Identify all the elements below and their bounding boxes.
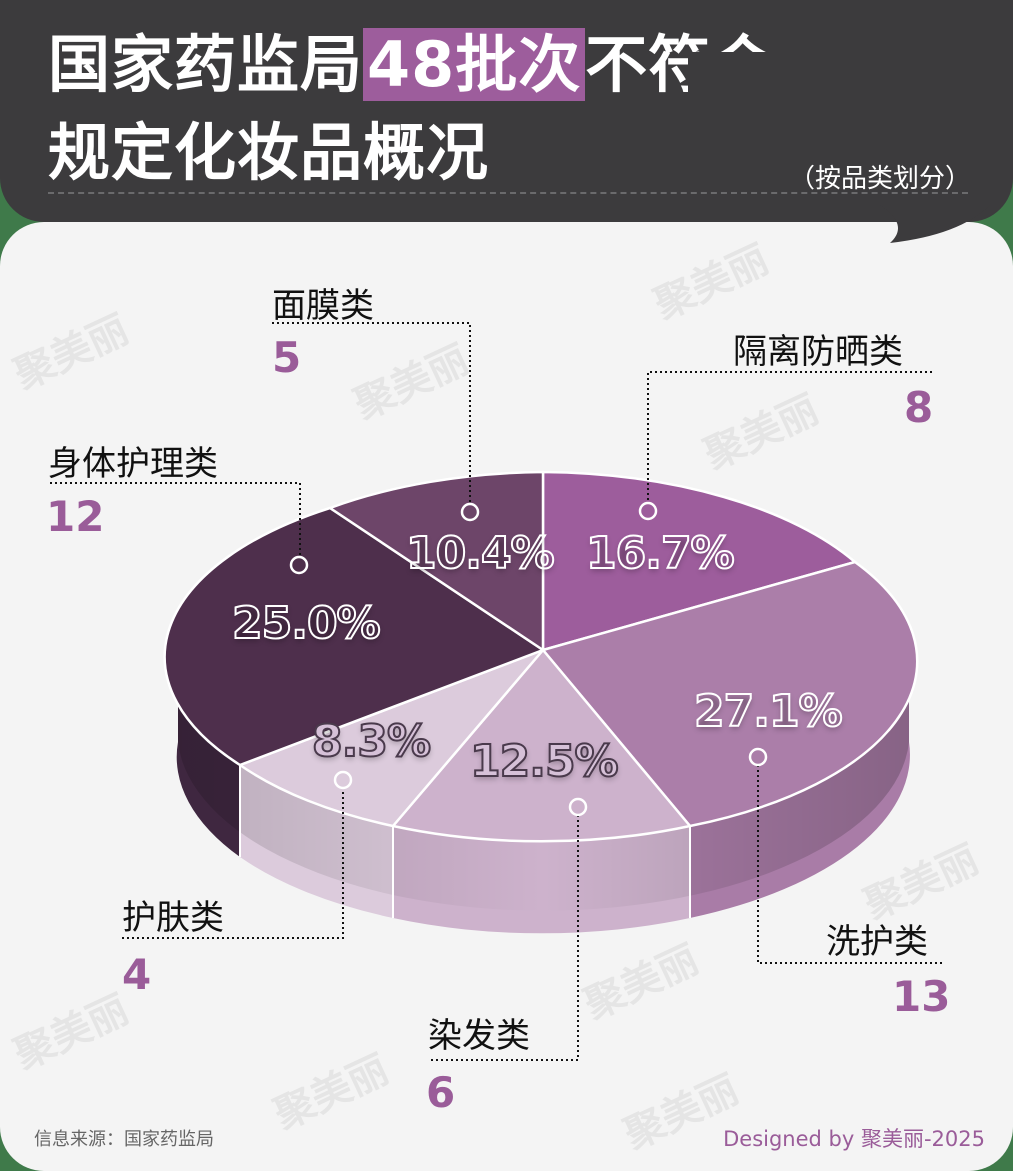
count-sunscreen: 8 [904, 383, 934, 432]
slice-body [163, 506, 545, 767]
title-obscured-region [688, 52, 898, 100]
pct-sunscreen: 16.7% [585, 527, 736, 580]
count-washing-care: 13 [892, 972, 951, 1021]
pie-top-face [163, 470, 919, 843]
page-title-line1: 国家药监局48批次不符合 [48, 28, 774, 101]
label-mask: 面膜类 [272, 286, 374, 326]
slice-dye [391, 648, 692, 843]
title-prefix: 国家药监局 [48, 28, 364, 101]
label-washing-care: 洗护类 [826, 922, 928, 962]
title-divider [48, 192, 968, 194]
pct-body-care: 25.0% [231, 597, 382, 650]
pct-skin-care: 8.3% [311, 715, 432, 768]
slice-skin [238, 648, 545, 828]
slice-mask [328, 470, 545, 652]
label-hair-dye: 染发类 [428, 1016, 530, 1056]
label-skin-care: 护肤类 [122, 898, 224, 938]
subtitle: （按品类划分） [788, 164, 971, 194]
count-mask: 5 [272, 333, 302, 382]
label-sunscreen: 隔离防晒类 [733, 332, 903, 372]
speech-bubble-tail [880, 205, 990, 243]
label-body-care: 身体护理类 [48, 444, 218, 484]
pct-washing-care: 27.1% [693, 685, 844, 738]
title-highlight: 48批次 [363, 28, 586, 101]
pct-mask: 10.4% [405, 527, 556, 580]
slice-sunscreen [541, 470, 857, 652]
designer-credit: Designed by 聚美丽-2025 [723, 1127, 985, 1151]
count-body-care: 12 [46, 492, 105, 541]
pct-hair-dye: 12.5% [469, 735, 620, 788]
slice-washing [541, 560, 919, 828]
leader-dots [289, 501, 768, 817]
page-title-line2: 规定化妆品概况 [48, 116, 490, 189]
count-skin-care: 4 [122, 950, 152, 999]
source-note: 信息来源：国家药监局 [34, 1129, 214, 1150]
count-hair-dye: 6 [426, 1068, 456, 1117]
leader-lines [50, 322, 943, 1061]
pie-side-walls [176, 650, 910, 934]
